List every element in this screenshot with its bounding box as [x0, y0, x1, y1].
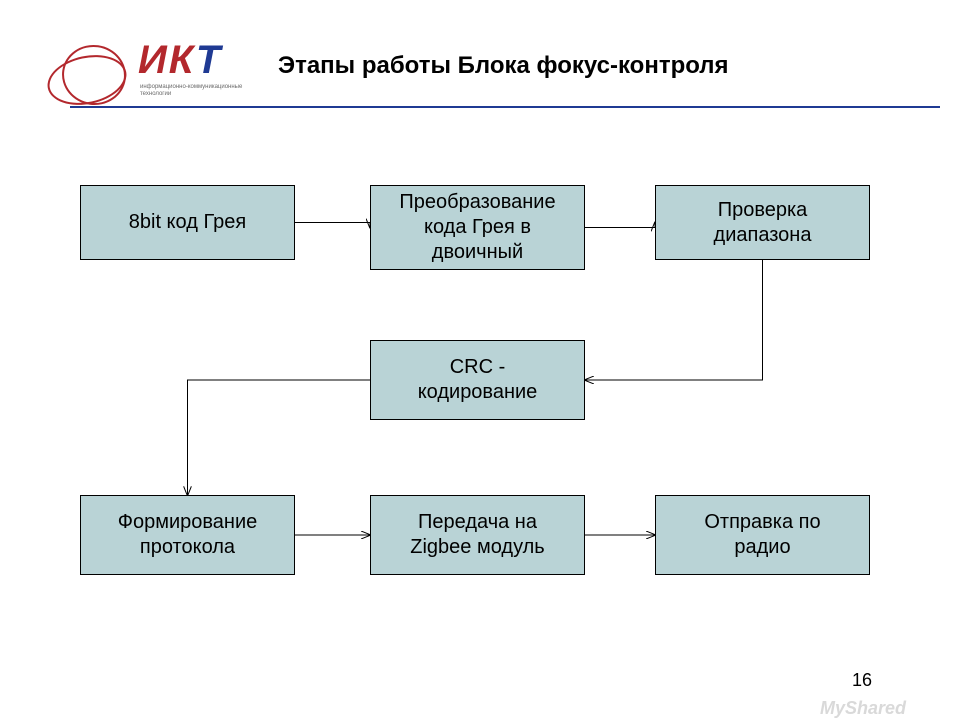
flowchart-edge: [295, 223, 370, 228]
node-label: 8bit код Грея: [129, 210, 246, 235]
flowchart-edge: [585, 223, 655, 228]
logo-subtext: информационно-коммуникационныетехнологии: [140, 84, 242, 97]
watermark: MyShared: [820, 698, 906, 719]
slide-canvas: ИКТинформационно-коммуникационныетехноло…: [0, 0, 960, 720]
header-divider: [70, 106, 940, 108]
node-label: Отправка порадио: [704, 510, 820, 560]
flowchart-node: Отправка порадио: [655, 495, 870, 575]
flowchart-node: Передача наZigbee модуль: [370, 495, 585, 575]
page-title: Этапы работы Блока фокус-контроля: [278, 52, 729, 80]
node-label: Преобразованиекода Грея вдвоичный: [399, 190, 555, 265]
page-number: 16: [852, 670, 872, 691]
flowchart-node: Формированиепротокола: [80, 495, 295, 575]
flowchart-node: 8bit код Грея: [80, 185, 295, 260]
node-label: Проверкадиапазона: [714, 198, 812, 248]
logo: ИКТинформационно-коммуникационныетехноло…: [30, 18, 245, 96]
flowchart-edge: [585, 260, 763, 380]
flowchart-node: Преобразованиекода Грея вдвоичный: [370, 185, 585, 270]
node-label: CRC -кодирование: [418, 355, 538, 405]
node-label: Передача наZigbee модуль: [410, 510, 544, 560]
logo-text: ИКТ: [138, 38, 222, 83]
flowchart-node: Проверкадиапазона: [655, 185, 870, 260]
node-label: Формированиепротокола: [118, 510, 257, 560]
flowchart-node: CRC -кодирование: [370, 340, 585, 420]
flowchart-edge: [188, 380, 371, 495]
